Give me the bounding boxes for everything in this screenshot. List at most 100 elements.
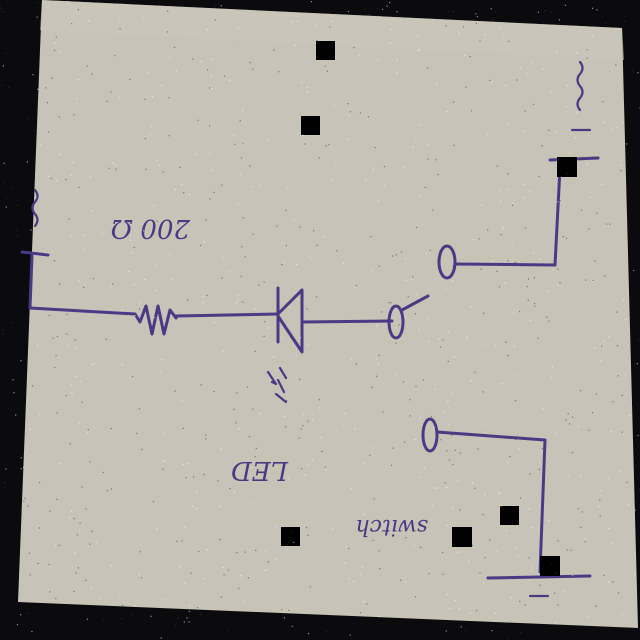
noise-dot <box>370 236 372 238</box>
noise-dot <box>404 315 406 317</box>
noise-dot <box>205 434 207 436</box>
noise-dot <box>501 226 503 228</box>
noise-dot <box>52 337 54 339</box>
noise-dot <box>452 507 454 509</box>
noise-dot <box>565 237 568 240</box>
noise-dot <box>500 505 502 507</box>
noise-dot <box>409 415 411 417</box>
noise-dot <box>242 601 244 603</box>
noise-dot <box>91 530 93 532</box>
noise-dot <box>35 196 37 198</box>
noise-dot <box>586 163 588 165</box>
noise-dot <box>448 423 450 425</box>
noise-dot <box>2 11 4 13</box>
noise-dot <box>119 596 121 598</box>
noise-dot <box>252 408 254 410</box>
noise-dot <box>559 282 561 284</box>
noise-dot <box>4 487 6 489</box>
noise-dot <box>572 575 574 577</box>
noise-dot <box>309 586 311 588</box>
noise-dot <box>196 507 198 509</box>
noise-dot <box>69 443 71 445</box>
redaction-box <box>281 527 300 546</box>
noise-dot <box>447 593 449 595</box>
noise-dot <box>200 61 202 63</box>
noise-dot <box>376 7 379 10</box>
noise-dot <box>49 591 51 593</box>
noise-dot <box>258 255 260 257</box>
noise-dot <box>237 27 239 29</box>
noise-dot <box>91 73 93 75</box>
noise-dot <box>93 363 95 365</box>
noise-dot <box>419 416 421 419</box>
noise-dot <box>624 20 626 22</box>
wire-left <box>28 306 137 316</box>
noise-dot <box>187 299 189 301</box>
noise-dot <box>114 55 116 57</box>
noise-dot <box>555 572 557 574</box>
noise-dot <box>612 401 614 403</box>
noise-dot <box>77 9 79 11</box>
noise-dot <box>580 390 582 392</box>
noise-dot <box>6 197 8 199</box>
noise-dot <box>505 530 507 532</box>
noise-dot <box>469 56 471 58</box>
noise-dot <box>591 35 593 37</box>
noise-dot <box>383 166 385 168</box>
noise-dot <box>445 25 447 27</box>
noise-dot <box>234 143 236 145</box>
noise-dot <box>577 75 579 77</box>
noise-dot <box>378 354 380 356</box>
noise-dot <box>359 573 362 575</box>
noise-dot <box>298 437 300 439</box>
noise-dot <box>206 294 208 297</box>
noise-dot <box>520 497 522 499</box>
noise-dot <box>446 110 448 112</box>
noise-dot <box>70 235 72 237</box>
noise-dot <box>558 19 561 21</box>
noise-dot <box>506 188 508 191</box>
noise-dot <box>278 71 280 73</box>
noise-dot <box>76 98 78 100</box>
noise-dot <box>307 534 309 536</box>
noise-dot <box>378 550 380 552</box>
noise-dot <box>562 591 564 593</box>
noise-dot <box>386 5 388 7</box>
noise-dot <box>403 166 405 168</box>
noise-dot <box>372 168 374 170</box>
noise-dot <box>489 539 491 541</box>
noise-dot <box>255 549 257 551</box>
noise-dot <box>432 209 434 211</box>
noise-dot <box>54 545 56 547</box>
noise-dot <box>301 468 303 470</box>
noise-dot <box>528 508 530 510</box>
noise-dot <box>11 322 13 324</box>
noise-dot <box>621 394 623 396</box>
noise-dot <box>4 482 6 484</box>
noise-dot <box>538 176 540 178</box>
noise-dot <box>5 468 7 470</box>
noise-dot <box>616 311 618 313</box>
noise-dot <box>210 75 212 77</box>
noise-dot <box>55 597 57 600</box>
noise-dot <box>511 244 513 246</box>
noise-dot <box>263 335 265 337</box>
noise-dot <box>38 527 40 529</box>
noise-dot <box>74 552 76 554</box>
noise-dot <box>475 22 477 25</box>
noise-dot <box>110 427 112 430</box>
noise-dot <box>189 193 191 196</box>
noise-dot <box>567 474 569 476</box>
noise-dot <box>331 179 333 182</box>
noise-dot <box>571 452 574 454</box>
noise-dot <box>149 133 151 135</box>
noise-dot <box>527 278 530 280</box>
noise-dot <box>16 229 18 231</box>
noise-dot <box>413 544 416 547</box>
noise-dot <box>526 286 528 288</box>
noise-dot <box>427 317 429 319</box>
noise-dot <box>324 466 326 468</box>
redaction-box <box>500 506 519 525</box>
noise-dot <box>352 581 355 583</box>
resistor-label: 200 Ω <box>111 213 191 243</box>
